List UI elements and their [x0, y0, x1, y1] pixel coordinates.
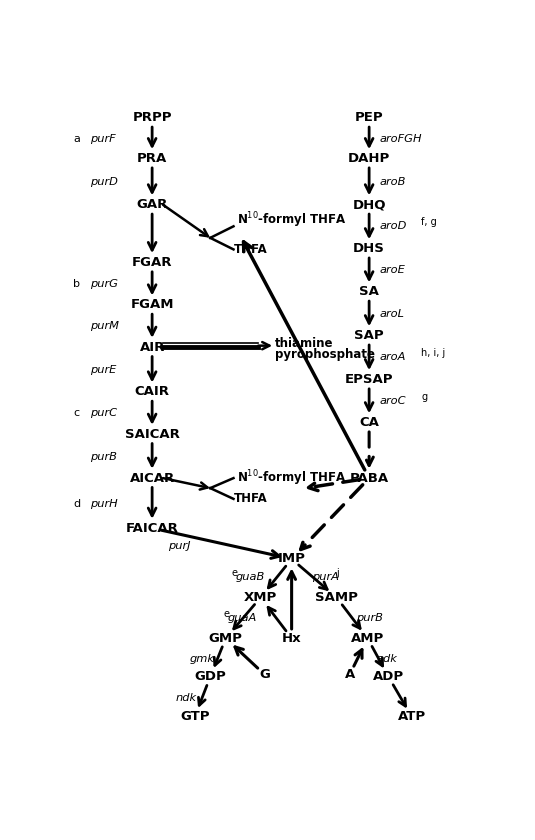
- Text: ATP: ATP: [398, 711, 426, 723]
- Text: SAICAR: SAICAR: [125, 428, 180, 441]
- Text: aroA: aroA: [379, 352, 406, 362]
- Text: SA: SA: [359, 286, 379, 298]
- Text: purF: purF: [90, 134, 116, 144]
- Text: c: c: [73, 408, 79, 418]
- Text: FGAR: FGAR: [132, 256, 172, 269]
- Text: purD: purD: [90, 176, 118, 186]
- Text: purB: purB: [356, 613, 383, 623]
- Text: j: j: [337, 568, 339, 578]
- Text: purA: purA: [312, 572, 339, 581]
- Text: THFA: THFA: [233, 492, 268, 506]
- Text: XMP: XMP: [244, 591, 277, 604]
- Text: guaA: guaA: [228, 613, 257, 623]
- Text: PRA: PRA: [137, 152, 167, 165]
- Text: e: e: [231, 568, 237, 578]
- Text: e: e: [224, 609, 230, 619]
- Text: AIR: AIR: [140, 341, 165, 354]
- Text: DAHP: DAHP: [348, 152, 390, 165]
- Text: purM: purM: [90, 322, 119, 332]
- Text: CAIR: CAIR: [135, 386, 170, 398]
- Text: PEP: PEP: [355, 111, 384, 124]
- Text: purH: purH: [90, 498, 118, 508]
- Text: ndk: ndk: [175, 692, 196, 702]
- Text: SAP: SAP: [354, 329, 384, 342]
- Text: g: g: [421, 392, 427, 402]
- Text: DHQ: DHQ: [353, 198, 386, 211]
- Text: aroE: aroE: [379, 265, 405, 276]
- Text: DHS: DHS: [353, 242, 385, 255]
- Text: purE: purE: [90, 365, 117, 375]
- Text: GMP: GMP: [209, 632, 243, 645]
- Text: b: b: [73, 279, 80, 289]
- Text: ADP: ADP: [373, 670, 404, 683]
- Text: EPSAP: EPSAP: [345, 373, 393, 386]
- Text: a: a: [73, 134, 80, 144]
- Text: SAMP: SAMP: [315, 591, 358, 604]
- Text: IMP: IMP: [278, 553, 305, 565]
- Text: h, i, j: h, i, j: [421, 349, 445, 359]
- Text: gmk: gmk: [189, 654, 215, 664]
- Text: purC: purC: [90, 408, 117, 418]
- Text: N$^{10}$-formyl THFA: N$^{10}$-formyl THFA: [238, 469, 347, 488]
- Text: CA: CA: [359, 416, 379, 429]
- Text: FGAM: FGAM: [131, 298, 174, 312]
- Text: aroD: aroD: [379, 221, 407, 231]
- Text: guaB: guaB: [236, 572, 265, 581]
- Text: pyrophosphate: pyrophosphate: [274, 349, 374, 361]
- Text: PABA: PABA: [349, 471, 389, 485]
- Text: thiamine: thiamine: [274, 337, 333, 349]
- Text: GTP: GTP: [180, 711, 210, 723]
- Text: A: A: [345, 668, 355, 681]
- Text: G: G: [259, 668, 270, 681]
- Text: adk: adk: [377, 654, 398, 664]
- Text: f, g: f, g: [421, 218, 437, 228]
- Text: d: d: [73, 498, 80, 508]
- Text: FAICAR: FAICAR: [126, 522, 179, 534]
- Text: aroC: aroC: [379, 396, 406, 406]
- Text: GAR: GAR: [136, 198, 168, 211]
- Text: aroL: aroL: [379, 309, 404, 319]
- Text: THFA: THFA: [233, 243, 268, 256]
- Text: AICAR: AICAR: [129, 471, 175, 485]
- Text: PRPP: PRPP: [132, 111, 172, 124]
- Text: purJ: purJ: [167, 541, 190, 551]
- Text: aroB: aroB: [379, 176, 406, 186]
- Text: purB: purB: [90, 452, 117, 461]
- Text: GDP: GDP: [194, 670, 226, 683]
- Text: Hx: Hx: [282, 632, 301, 645]
- Text: aroFGH: aroFGH: [379, 134, 422, 144]
- Text: purG: purG: [90, 279, 118, 289]
- Text: N$^{10}$-formyl THFA: N$^{10}$-formyl THFA: [238, 210, 347, 230]
- Text: AMP: AMP: [351, 632, 384, 645]
